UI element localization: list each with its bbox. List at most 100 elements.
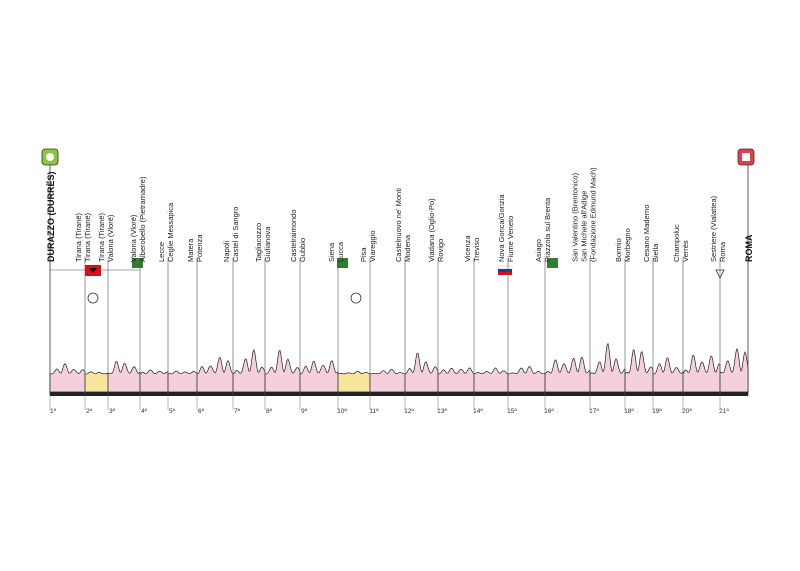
stage-profile — [404, 353, 439, 393]
stage-number: 3ª — [109, 408, 116, 415]
flag-emblem — [89, 268, 97, 273]
stage-number: 15ª — [507, 408, 517, 415]
stage-number: 11ª — [369, 408, 379, 415]
stage-number: 9ª — [301, 408, 308, 415]
stage-profile — [299, 360, 339, 393]
stage-number: 6ª — [198, 408, 205, 415]
stage-number: 13ª — [437, 408, 447, 415]
place-label: Rovigo — [436, 239, 445, 262]
place-label: Tagliacozzo — [254, 223, 263, 262]
stage-number: 2ª — [86, 408, 93, 415]
stage-profile — [473, 367, 509, 393]
stage-profile — [264, 349, 301, 393]
stage-profile — [544, 356, 591, 393]
place-label: Cesano Maderno — [642, 204, 651, 262]
slovenia-flag — [498, 269, 512, 272]
rest-icon — [547, 258, 558, 268]
place-label: Castel di Sangro — [231, 207, 240, 262]
stage-profile — [719, 347, 749, 393]
stage-profile — [139, 369, 169, 393]
finish-label: ROMA — [744, 234, 754, 262]
time-trial-icon — [350, 292, 362, 304]
start-label: DURAZZO (DURRËS) — [46, 172, 56, 263]
stage-number: 18ª — [624, 408, 634, 415]
stage-number: 12ª — [404, 408, 414, 415]
place-label: Verrès — [681, 240, 690, 262]
stage-profile — [589, 342, 626, 393]
baseline-bar — [50, 392, 748, 396]
place-label: Vicenza — [463, 235, 472, 262]
place-label: Castelraimondo — [289, 209, 298, 262]
stage-profile — [196, 356, 234, 393]
place-label: Lucca — [336, 241, 345, 262]
place-label: Treviso — [472, 238, 481, 262]
place-label: Tirana (Tiranë) — [83, 212, 92, 262]
rest-icons — [132, 258, 558, 268]
place-label: Tirana (Tiranë) — [74, 212, 83, 262]
place-label: Siena — [327, 242, 336, 262]
stage-number: 8ª — [266, 408, 273, 415]
place-label: Valona (Vlorë) — [129, 214, 138, 262]
place-label: Bormio — [614, 238, 623, 262]
place-label: Matera — [186, 238, 195, 262]
stage-profile — [682, 354, 721, 393]
stage-profile — [107, 361, 141, 393]
place-label: Asiago — [534, 239, 543, 262]
start-icon-mark — [46, 153, 54, 161]
stage-number: 17ª — [589, 408, 599, 415]
place-label: Champoluc — [672, 224, 681, 262]
place-label: Lecce — [157, 242, 166, 262]
stage-number: 14ª — [473, 408, 483, 415]
stage-number: 4ª — [141, 408, 148, 415]
place-label: Viareggio — [368, 230, 377, 262]
place-label: Ceglie Messapica — [166, 202, 175, 262]
place-label: Sestriere (Vialattea) — [709, 195, 718, 262]
place-label: Viadana (Oglio-Po) — [427, 198, 436, 262]
profile — [49, 342, 749, 393]
place-label: (Fondazione Edmund Mach) — [589, 167, 598, 262]
place-label: Gubbio — [298, 238, 307, 262]
slovenia-flag — [497, 265, 513, 270]
place-label: Napoli — [222, 240, 231, 262]
place-label: Castelnuovo ne' Monti — [394, 188, 403, 262]
stage-number: 21ª — [719, 408, 729, 415]
place-label: Pisa — [359, 247, 368, 262]
stage-profile — [84, 371, 109, 393]
place-label: Tirana (Tiranë) — [97, 212, 106, 262]
place-label: Fiume Veneto — [506, 216, 515, 262]
place-label: Giulianova — [263, 226, 272, 262]
rest-icon — [132, 258, 143, 268]
finish-icon-mark — [742, 153, 750, 161]
place-label: Nova Gorica/Gorizia — [497, 194, 506, 262]
place-label: San Valentino (Brentonico) — [571, 172, 580, 262]
stage-number: 7ª — [234, 408, 241, 415]
stage-profile — [437, 367, 475, 393]
stage-number: 19ª — [652, 408, 662, 415]
rest-icon — [337, 258, 348, 268]
place-label: Alberobello (Pietramadre) — [138, 176, 147, 262]
stage-number: 20ª — [682, 408, 692, 415]
place-label: Modena — [403, 234, 412, 262]
stage-profile — [337, 370, 371, 393]
stage-number: 10ª — [337, 408, 347, 415]
stage-profile — [49, 363, 86, 393]
place-label: Morbegno — [623, 228, 632, 262]
stage-profile — [624, 349, 654, 393]
stage-profile — [369, 368, 406, 393]
place-label: Roma — [718, 241, 727, 262]
place-label: Valona (Vlorë) — [106, 214, 115, 262]
stage-number: 1ª — [50, 408, 57, 415]
time-trial-icon — [87, 292, 99, 304]
stage-profile — [167, 370, 198, 393]
place-label: Biella — [651, 243, 660, 262]
place-label: Potenza — [195, 234, 204, 262]
place-label: Piazzola sul Brenta — [543, 197, 552, 262]
stage-profile — [652, 357, 684, 393]
slovenia-flag — [498, 272, 512, 275]
stage-number: 16ª — [544, 408, 554, 415]
stage-number: 5ª — [169, 408, 176, 415]
stage-profile — [507, 366, 546, 393]
place-label: San Michele all'Adige — [580, 191, 589, 262]
